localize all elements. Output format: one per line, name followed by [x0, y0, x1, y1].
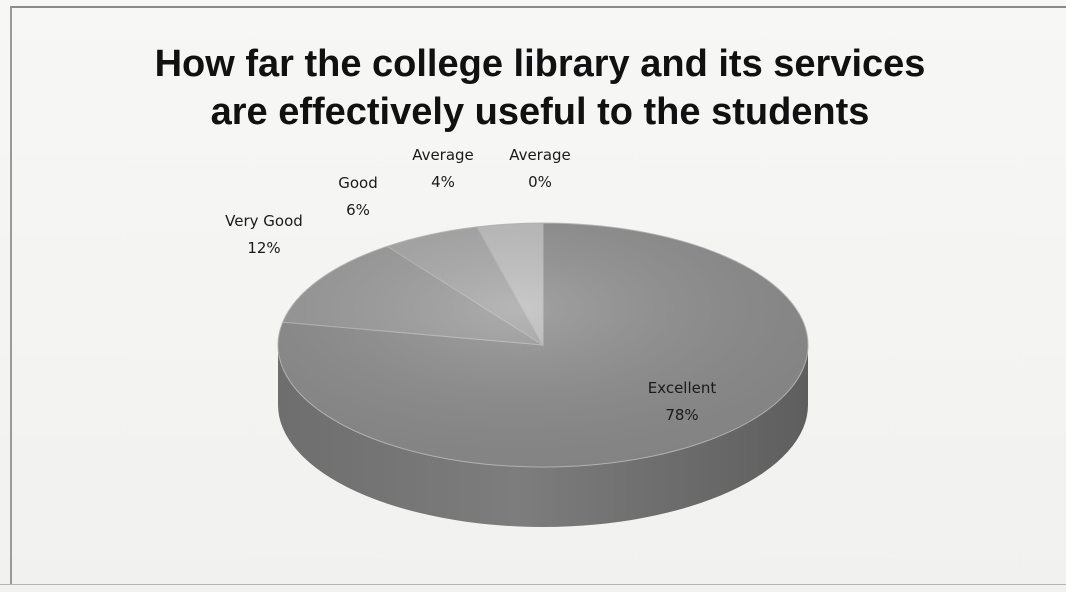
slice-label-category-0: Excellent	[648, 379, 717, 397]
pie-side-band	[278, 345, 808, 527]
pie-side-wall	[278, 345, 808, 527]
pie-top-face	[277, 222, 809, 468]
chart-title-line-2: are effectively useful to the students	[210, 91, 870, 133]
slice-label-percent-3: 4%	[431, 173, 455, 191]
slice-label-percent-2: 6%	[346, 201, 370, 219]
slice-label-category-3: Average	[412, 146, 474, 164]
slice-label-percent-1: 12%	[247, 239, 280, 257]
bottom-divider	[0, 584, 1066, 585]
chart-title-line-1: How far the college library and its serv…	[154, 43, 926, 85]
slice-label-category-1: Very Good	[225, 212, 303, 230]
chart-title: How far the college library and its serv…	[60, 40, 1020, 136]
pie-labels: Excellent 78% Very Good 12% Good 6% Average 4% A…	[225, 146, 716, 424]
chart-frame	[10, 6, 1066, 584]
slice-label-category-4: Average	[509, 146, 571, 164]
pie-top-shading	[278, 223, 808, 467]
slice-label-percent-4: 0%	[528, 173, 552, 191]
slice-label-percent-0: 78%	[665, 406, 698, 424]
slice-label-category-2: Good	[338, 174, 378, 192]
